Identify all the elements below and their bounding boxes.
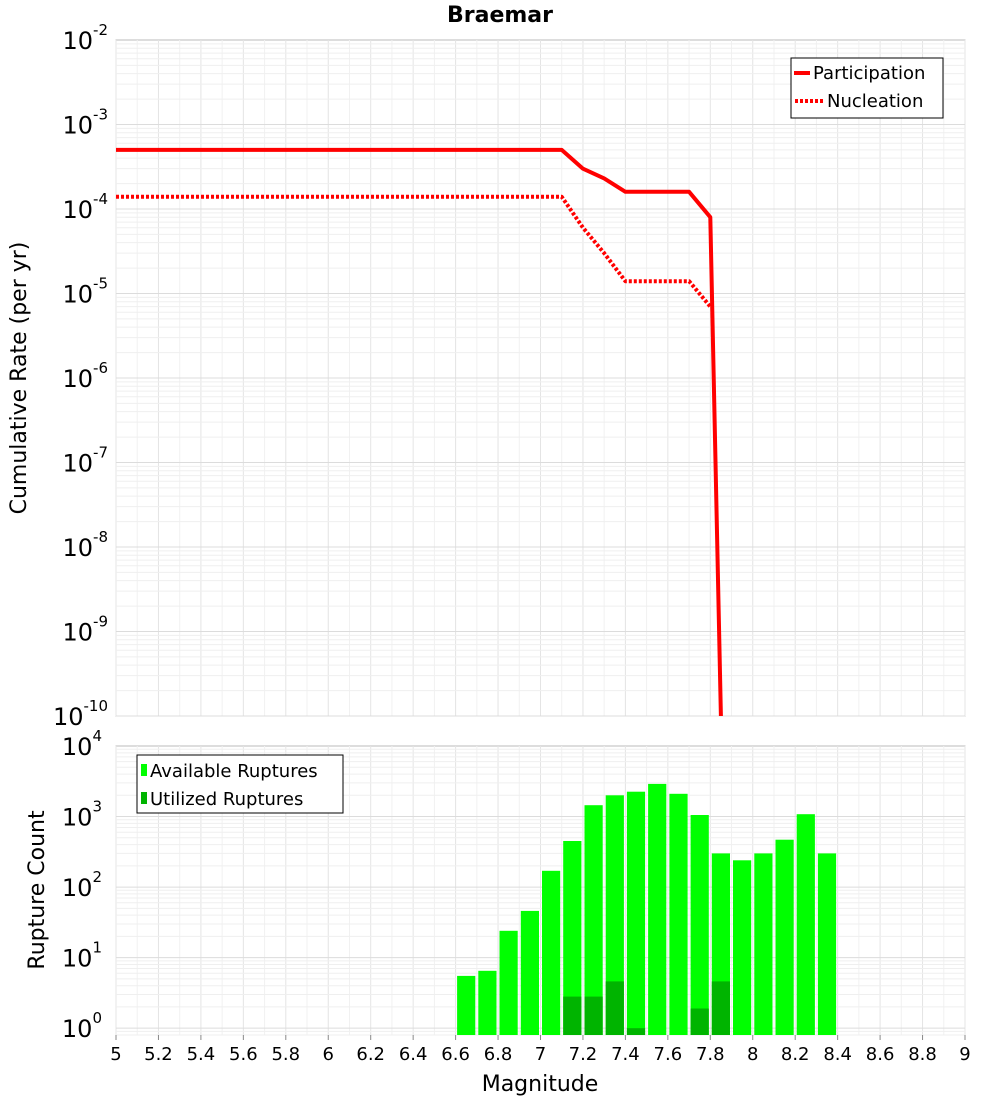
- rate-legend-box: [790, 57, 944, 119]
- rate-y-tick-label: 10-10: [53, 697, 108, 731]
- x-tick-label: 9: [959, 1044, 970, 1065]
- x-tick-label: 6.6: [441, 1044, 470, 1065]
- count-y-tick-label: 103: [62, 798, 102, 832]
- x-tick-label: 8.8: [908, 1044, 937, 1065]
- legend-available-swatch: [141, 764, 147, 776]
- x-tick-label: 6.8: [484, 1044, 513, 1065]
- x-tick-label: 7.2: [569, 1044, 598, 1065]
- x-tick-label: 6.4: [399, 1044, 428, 1065]
- count-y-tick-label: 104: [62, 727, 102, 761]
- available-rupture-bar: [563, 841, 582, 1035]
- legend-nucleation-label: Nucleation: [827, 91, 923, 112]
- available-rupture-bar: [499, 930, 518, 1035]
- available-rupture-bar: [605, 795, 624, 1035]
- available-rupture-bar: [754, 853, 773, 1035]
- series-line-nucleation: [116, 194, 712, 308]
- utilized-rupture-bar: [605, 981, 624, 1035]
- available-rupture-bar: [648, 783, 667, 1035]
- available-rupture-bar: [478, 970, 497, 1035]
- utilized-rupture-bar: [626, 1028, 646, 1035]
- available-rupture-bar: [775, 839, 794, 1035]
- available-rupture-bar: [733, 860, 752, 1035]
- x-tick-label: 5: [110, 1044, 121, 1065]
- rate-y-tick-label: 10-9: [62, 613, 108, 647]
- rate-panel: 10-10 10-9 10-8 10-7 10-6 10-5 10-4 10-3 10-2 Cu…: [7, 21, 966, 731]
- rate-y-tick-label: 10-6: [62, 359, 108, 393]
- rate-grid: [115, 40, 966, 717]
- rate-y-axis-label: Cumulative Rate (per yr): [7, 242, 32, 515]
- utilized-rupture-bar: [711, 981, 730, 1035]
- x-tick-label: 7: [535, 1044, 546, 1065]
- utilized-rupture-bar: [584, 996, 603, 1035]
- legend-available-label: Available Ruptures: [150, 761, 318, 782]
- rate-y-tick-label: 10-2: [62, 21, 108, 55]
- available-rupture-bar: [817, 853, 837, 1035]
- x-tick-label: 7.8: [696, 1044, 725, 1065]
- available-rupture-bar: [542, 870, 561, 1035]
- x-tick-label: 8.6: [866, 1044, 895, 1065]
- rate-y-tick-label: 10-5: [62, 275, 108, 309]
- count-legend-box: [136, 754, 344, 814]
- rate-y-ticks: 10-10 10-9 10-8 10-7 10-6 10-5 10-4 10-3 10-2: [53, 21, 108, 731]
- x-tick-label: 8: [747, 1044, 758, 1065]
- rate-series: [116, 147, 723, 717]
- available-rupture-bar: [457, 975, 476, 1035]
- x-tick-label: 6: [323, 1044, 334, 1065]
- magnitude-x-ticks: 5 5.2 5.4 5.6 5.8 6 6.2 6.4 6.6 6.8 7 7.2 7.4 7.6 7.8 8…: [110, 1035, 971, 1065]
- chart-title: Braemar: [447, 3, 553, 28]
- available-rupture-bar: [669, 793, 688, 1035]
- x-tick-label: 7.6: [654, 1044, 683, 1065]
- available-rupture-bar: [796, 814, 815, 1035]
- count-legend: Available Ruptures Utilized Ruptures: [136, 754, 344, 814]
- available-rupture-bar: [690, 815, 709, 1035]
- count-y-axis-label: Rupture Count: [25, 810, 50, 970]
- rate-y-tick-label: 10-3: [62, 106, 108, 140]
- utilized-rupture-bar: [563, 996, 582, 1035]
- rate-y-tick-label: 10-7: [62, 444, 108, 478]
- count-y-ticks: 100 101 102 103 104: [62, 727, 102, 1043]
- x-tick-label: 8.2: [781, 1044, 810, 1065]
- rate-legend: Participation Nucleation: [790, 57, 944, 119]
- x-tick-label: 5.4: [187, 1044, 216, 1065]
- x-tick-label: 7.4: [611, 1044, 640, 1065]
- count-y-tick-label: 100: [62, 1009, 102, 1043]
- utilized-rupture-bar: [690, 1008, 709, 1035]
- x-tick-label: 5.2: [144, 1044, 173, 1065]
- x-tick-label: 5.8: [271, 1044, 300, 1065]
- legend-utilized-label: Utilized Ruptures: [150, 789, 303, 810]
- rate-y-tick-label: 10-8: [62, 528, 108, 562]
- count-grid: [115, 746, 966, 1036]
- count-bars: [457, 783, 837, 1035]
- x-tick-label: 6.2: [356, 1044, 385, 1065]
- available-rupture-bar: [584, 805, 603, 1035]
- series-line-participation: [116, 147, 723, 717]
- x-axis-label: Magnitude: [482, 1072, 599, 1097]
- rate-y-tick-label: 10-4: [62, 190, 108, 224]
- count-y-tick-label: 101: [62, 939, 102, 973]
- count-y-tick-label: 102: [62, 868, 102, 902]
- x-tick-label: 8.4: [823, 1044, 852, 1065]
- legend-participation-label: Participation: [813, 63, 925, 84]
- count-panel: 100 101 102 103 104 5 5.2 5.4 5.6 5.8 6 6.2 6.4 6.6 6…: [25, 727, 971, 1097]
- legend-utilized-swatch: [141, 792, 147, 804]
- available-rupture-bar: [520, 910, 539, 1035]
- available-rupture-bar: [626, 791, 646, 1035]
- x-tick-label: 5.6: [229, 1044, 258, 1065]
